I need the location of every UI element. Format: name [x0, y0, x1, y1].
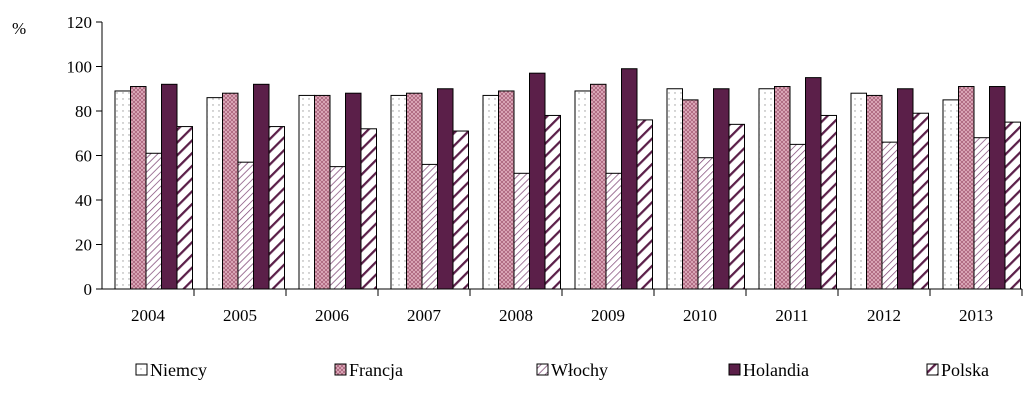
bar-polska: [360, 128, 377, 290]
bar-niemcy: [758, 88, 775, 290]
bar-holandia: [253, 83, 270, 290]
plot-area: [114, 68, 1021, 290]
legend-label: Francja: [349, 360, 403, 380]
bar-francja: [682, 99, 699, 290]
x-tick-label: 2007: [407, 306, 442, 325]
bar-polska: [452, 130, 469, 290]
bar-francja: [314, 94, 331, 290]
bar-niemcy: [850, 92, 867, 290]
bar-włochy: [881, 141, 898, 290]
bar-włochy: [697, 157, 714, 290]
y-tick-label: 100: [67, 58, 93, 77]
legend-label: Holandia: [743, 360, 809, 380]
x-tick-label: 2011: [775, 306, 808, 325]
bar-włochy: [605, 172, 622, 290]
bar-niemcy: [114, 90, 131, 290]
y-tick-label: 0: [84, 280, 93, 299]
y-tick-label: 20: [75, 236, 92, 255]
bar-polska: [268, 126, 285, 290]
bar-francja: [498, 90, 515, 290]
x-tick-label: 2004: [131, 306, 166, 325]
bar-francja: [774, 86, 791, 290]
bar-polska: [544, 114, 561, 290]
y-tick-label: 40: [75, 191, 92, 210]
bar-włochy: [237, 161, 254, 290]
bar-włochy: [145, 152, 162, 290]
x-tick-label: 2009: [591, 306, 625, 325]
legend: Niemcy Francja Włochy Holandia Polska: [135, 360, 989, 380]
legend-swatch: [536, 363, 549, 376]
bar-holandia: [989, 86, 1006, 290]
y-tick-label: 120: [67, 13, 93, 32]
bar-francja: [866, 94, 883, 290]
x-tick-label: 2013: [959, 306, 993, 325]
y-tick-label: 60: [75, 147, 92, 166]
y-axis: 0 20 40 60 80 100 120: [67, 13, 103, 299]
bar-niemcy: [482, 94, 499, 290]
bar-włochy: [973, 137, 990, 290]
x-tick-label: 2012: [867, 306, 901, 325]
legend-swatch: [728, 363, 741, 376]
y-tick-label: 80: [75, 102, 92, 121]
legend-swatch: [926, 363, 939, 376]
legend-swatch: [135, 363, 148, 376]
bar-polska: [636, 119, 653, 290]
bar-niemcy: [206, 97, 223, 290]
bar-francja: [590, 83, 607, 290]
bar-polska: [176, 126, 193, 290]
y-axis-label: %: [12, 19, 26, 38]
legend-label: Polska: [941, 360, 989, 380]
bar-francja: [222, 92, 239, 290]
bar-niemcy: [574, 90, 591, 290]
bar-holandia: [345, 92, 362, 290]
x-tick-label: 2006: [315, 306, 349, 325]
bar-niemcy: [390, 94, 407, 290]
bar-holandia: [529, 72, 546, 290]
bar-włochy: [329, 166, 346, 290]
x-tick-label: 2005: [223, 306, 257, 325]
x-tick-label: 2008: [499, 306, 533, 325]
legend-swatch: [334, 363, 347, 376]
bar-holandia: [713, 88, 730, 290]
bar-włochy: [789, 143, 806, 290]
bar-niemcy: [298, 94, 315, 290]
legend-label: Niemcy: [150, 360, 207, 380]
bar-francja: [130, 86, 147, 290]
bar-holandia: [161, 83, 178, 290]
x-tick-label: 2010: [683, 306, 717, 325]
bar-polska: [728, 123, 745, 290]
bar-włochy: [421, 163, 438, 290]
bar-holandia: [897, 88, 914, 290]
x-axis: 2004 2005 2006 2007 2008 2009 2010 2011 2012 2013: [102, 288, 1023, 325]
bar-francja: [406, 92, 423, 290]
bar-holandia: [621, 68, 638, 290]
bar-polska: [820, 114, 837, 290]
bar-niemcy: [666, 88, 683, 290]
bar-polska: [1004, 121, 1021, 290]
bar-holandia: [805, 77, 822, 290]
bar-francja: [958, 86, 975, 290]
bar-włochy: [513, 172, 530, 290]
legend-label: Włochy: [551, 360, 608, 380]
bar-holandia: [437, 88, 454, 290]
bar-niemcy: [942, 99, 959, 290]
bar-polska: [912, 112, 929, 290]
